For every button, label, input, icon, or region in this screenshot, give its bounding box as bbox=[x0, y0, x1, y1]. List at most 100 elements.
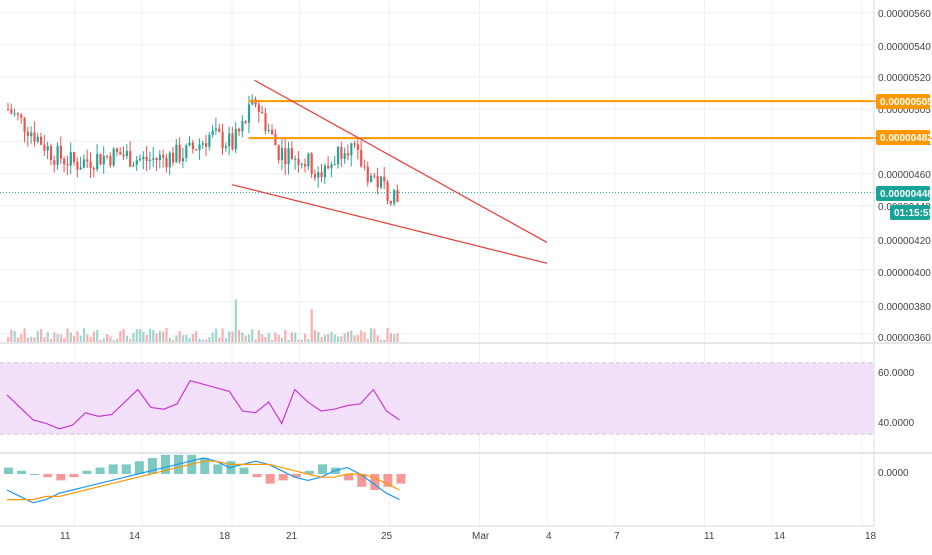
candle-body-62 bbox=[212, 131, 214, 135]
candle-body-21 bbox=[76, 162, 78, 170]
candle-body-16 bbox=[60, 146, 62, 159]
time-tick-5: Mar bbox=[472, 531, 490, 542]
candle-body-81 bbox=[274, 134, 276, 145]
candle-body-72 bbox=[245, 121, 247, 123]
candle-body-20 bbox=[73, 152, 75, 162]
volume-bar-110 bbox=[370, 328, 372, 342]
volume-bar-105 bbox=[354, 335, 356, 342]
volume-bar-81 bbox=[274, 333, 276, 342]
volume-bar-63 bbox=[215, 329, 217, 342]
candle-body-104 bbox=[350, 143, 352, 155]
candle-body-0 bbox=[7, 109, 9, 110]
candle-body-67 bbox=[228, 133, 230, 146]
volume-bar-71 bbox=[241, 333, 243, 342]
resistance-tag-low: 0.00000482 bbox=[880, 133, 932, 144]
volume-bar-32 bbox=[113, 340, 115, 342]
candle-body-89 bbox=[301, 164, 303, 165]
candle-body-44 bbox=[152, 158, 154, 160]
volume-bar-93 bbox=[314, 330, 316, 342]
volume-bar-2 bbox=[14, 331, 16, 342]
volume-bar-12 bbox=[47, 332, 49, 342]
candle-body-33 bbox=[116, 149, 118, 152]
macd-hist-9 bbox=[122, 464, 131, 474]
candle-body-98 bbox=[330, 164, 332, 168]
volume-bar-113 bbox=[380, 340, 382, 342]
volume-bar-27 bbox=[96, 330, 98, 342]
volume-bar-42 bbox=[146, 335, 148, 342]
candle-body-40 bbox=[139, 159, 141, 160]
candle-body-102 bbox=[344, 153, 346, 159]
volume-bar-9 bbox=[37, 331, 39, 342]
volume-bar-87 bbox=[294, 333, 296, 342]
volume-bar-65 bbox=[222, 328, 224, 342]
time-tick-3: 21 bbox=[286, 531, 298, 542]
volume-bar-18 bbox=[66, 328, 68, 342]
candle-body-8 bbox=[33, 133, 35, 142]
candle-body-11 bbox=[43, 145, 45, 151]
candle-body-51 bbox=[175, 145, 177, 163]
candle-body-107 bbox=[360, 150, 362, 166]
candle-body-29 bbox=[103, 156, 105, 165]
candle-body-66 bbox=[225, 146, 227, 148]
volume-bar-47 bbox=[162, 331, 164, 342]
macd-tick-0: 0.0000 bbox=[878, 468, 909, 479]
candle-body-1 bbox=[10, 109, 12, 113]
volume-bar-44 bbox=[152, 330, 154, 342]
volume-bar-53 bbox=[182, 335, 184, 342]
candle-body-65 bbox=[222, 132, 224, 148]
candle-body-32 bbox=[113, 149, 115, 166]
volume-bar-91 bbox=[307, 339, 309, 342]
candle-body-7 bbox=[30, 133, 32, 137]
macd-hist-0 bbox=[4, 468, 13, 474]
macd-hist-4 bbox=[56, 474, 65, 480]
candle-body-23 bbox=[83, 159, 85, 167]
volume-bar-50 bbox=[172, 340, 174, 342]
candle-body-12 bbox=[47, 146, 49, 151]
volume-bar-24 bbox=[86, 334, 88, 342]
candle-body-61 bbox=[208, 135, 210, 147]
candle-body-5 bbox=[24, 118, 26, 132]
candle-body-57 bbox=[195, 149, 197, 150]
volume-bar-34 bbox=[119, 331, 121, 342]
volume-bar-19 bbox=[70, 332, 72, 342]
resistance-tag-high: 0.00000505 bbox=[880, 97, 932, 108]
time-tick-9: 14 bbox=[774, 531, 786, 542]
candle-body-112 bbox=[377, 176, 379, 187]
volume-bar-109 bbox=[367, 339, 369, 342]
volume-bar-59 bbox=[202, 340, 204, 342]
macd-hist-16 bbox=[213, 464, 222, 474]
time-tick-2: 18 bbox=[219, 531, 231, 542]
candle-body-22 bbox=[80, 168, 82, 170]
time-tick-6: 4 bbox=[546, 531, 552, 542]
candle-body-101 bbox=[340, 147, 342, 159]
candle-body-100 bbox=[337, 147, 339, 164]
volume-bar-11 bbox=[43, 337, 45, 342]
candle-body-114 bbox=[383, 177, 385, 182]
volume-bar-102 bbox=[344, 333, 346, 342]
volume-bar-29 bbox=[103, 338, 105, 342]
rsi-pane bbox=[0, 363, 874, 434]
price-tick-0: 0.00000560 bbox=[878, 9, 931, 20]
candle-body-37 bbox=[129, 151, 131, 166]
candle-body-45 bbox=[156, 158, 158, 160]
volume-bar-101 bbox=[340, 336, 342, 342]
macd-hist-3 bbox=[43, 474, 52, 477]
volume-bar-117 bbox=[393, 334, 395, 342]
time-tick-1: 14 bbox=[129, 531, 141, 542]
macd-hist-7 bbox=[96, 468, 105, 474]
volume-bar-30 bbox=[106, 334, 108, 342]
volume-bar-70 bbox=[238, 330, 240, 342]
candle-body-93 bbox=[314, 174, 316, 178]
volume-bar-52 bbox=[179, 331, 181, 342]
candle-body-2 bbox=[14, 113, 16, 114]
candle-body-95 bbox=[321, 172, 323, 177]
candle-body-71 bbox=[241, 121, 243, 131]
volume-bar-61 bbox=[208, 337, 210, 342]
volume-bar-72 bbox=[245, 335, 247, 342]
volume-bar-16 bbox=[60, 335, 62, 342]
volume-bar-79 bbox=[268, 333, 270, 342]
candle-body-109 bbox=[367, 167, 369, 183]
volume-bar-37 bbox=[129, 339, 131, 342]
